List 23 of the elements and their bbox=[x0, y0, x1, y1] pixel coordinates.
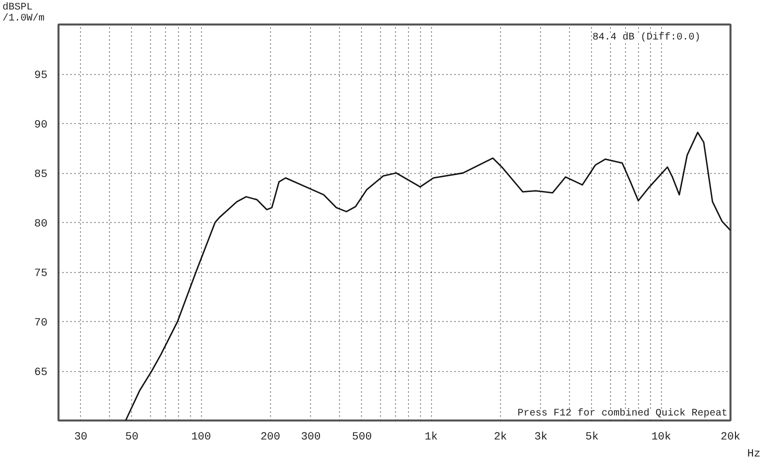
y-tick-label: 65 bbox=[34, 367, 48, 379]
x-axis-title: Hz bbox=[747, 448, 760, 460]
y-tick-label: 85 bbox=[34, 169, 48, 181]
y-axis-title: dBSPL /1.0W/m bbox=[2, 2, 45, 24]
x-tick-label: 300 bbox=[300, 432, 321, 444]
annotation: 84.4 dB (Diff:0.0) bbox=[592, 32, 701, 44]
x-tick-label: 100 bbox=[191, 432, 212, 444]
y-tick-label: 70 bbox=[34, 318, 48, 330]
x-tick-label: 10k bbox=[651, 432, 672, 444]
x-tick-label: 30 bbox=[74, 432, 88, 444]
x-tick-label: 50 bbox=[125, 432, 138, 444]
x-tick-label: 200 bbox=[260, 432, 280, 444]
x-tick-label: 1k bbox=[424, 432, 438, 444]
x-tick-label: 2k bbox=[494, 432, 508, 444]
y-tick-label: 80 bbox=[34, 218, 48, 230]
x-tick-label: 5k bbox=[585, 432, 599, 444]
y-tick-label: 75 bbox=[34, 268, 48, 280]
y-tick-label: 95 bbox=[34, 70, 48, 82]
x-tick-label: 20k bbox=[720, 432, 741, 444]
annotation: Press F12 for combined Quick Repeat bbox=[517, 408, 728, 420]
x-tick-label: 500 bbox=[352, 432, 372, 444]
x-tick-label: 3k bbox=[534, 432, 548, 444]
y-tick-label: 90 bbox=[34, 120, 48, 132]
